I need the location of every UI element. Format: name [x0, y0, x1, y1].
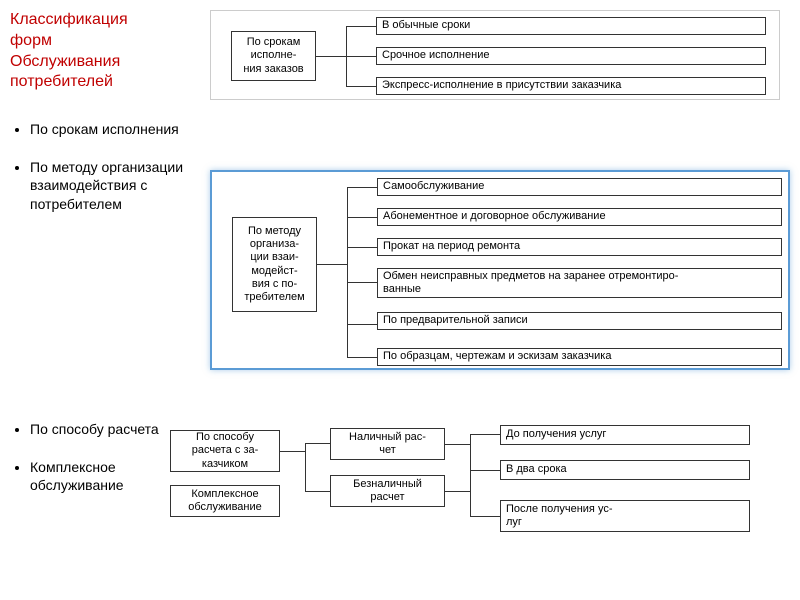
bullets-bottom: По способу расчета Комплексное обслужива…	[10, 420, 160, 515]
d1-child: Экспресс-исполнение в присутствии заказч…	[376, 77, 766, 95]
d3-right: До получения услуг	[500, 425, 750, 445]
connector	[445, 444, 470, 445]
connector	[445, 491, 470, 492]
d2-child: Прокат на период ремонта	[377, 238, 782, 256]
diagram-2: По методу организа-ции взаи-модейст-вия …	[210, 170, 790, 370]
d1-child: Срочное исполнение	[376, 47, 766, 65]
connector	[347, 282, 377, 283]
bullet-item: По методу организации взаимодействия с п…	[30, 158, 200, 213]
title-line3: Обслуживания	[10, 53, 120, 70]
connector	[470, 434, 471, 516]
connector	[346, 86, 376, 87]
title-line2: форм	[10, 32, 52, 49]
d2-root: По методу организа-ции взаи-модейст-вия …	[232, 217, 317, 312]
d2-child: Обмен неисправных предметов на заранее о…	[377, 268, 782, 298]
connector	[280, 451, 305, 452]
d2-child: Самообслуживание	[377, 178, 782, 196]
bullet-item: По срокам исполнения	[30, 120, 200, 138]
bullet-item: Комплексное обслуживание	[30, 458, 160, 494]
d2-child: По образцам, чертежам и эскизам заказчик…	[377, 348, 782, 366]
connector	[347, 357, 377, 358]
bullet-item: По способу расчета	[30, 420, 160, 438]
connector	[347, 324, 377, 325]
connector	[470, 470, 500, 471]
d2-child: По предварительной записи	[377, 312, 782, 330]
d3-right: В два срока	[500, 460, 750, 480]
d1-child: В обычные сроки	[376, 17, 766, 35]
connector	[346, 26, 376, 27]
title-line1: Классификация	[10, 11, 128, 28]
connector	[347, 187, 377, 188]
page-title: Классификация форм Обслуживания потребит…	[10, 10, 190, 93]
connector	[305, 443, 330, 444]
d3-left1: По способу расчета с за-казчиком	[170, 430, 280, 472]
d3-right: После получения ус-луг	[500, 500, 750, 532]
bullets-top: По срокам исполнения По методу организац…	[10, 120, 200, 233]
connector	[305, 443, 306, 491]
d1-root: По срокам исполне-ния заказов	[231, 31, 316, 81]
connector	[317, 264, 347, 265]
diagram-1: По срокам исполне-ния заказов В обычные …	[210, 10, 780, 100]
connector	[470, 516, 500, 517]
connector	[470, 434, 500, 435]
d3-left2: Комплексное обслуживание	[170, 485, 280, 517]
connector	[305, 491, 330, 492]
d3-mid1: Наличный рас-чет	[330, 428, 445, 460]
diagram-3: По способу расчета с за-казчиком Комплек…	[160, 420, 780, 540]
d2-child: Абонементное и договорное обслуживание	[377, 208, 782, 226]
connector	[316, 56, 346, 57]
connector	[346, 56, 376, 57]
connector	[347, 217, 377, 218]
title-line4: потребителей	[10, 73, 113, 90]
d3-mid2: Безналичный расчет	[330, 475, 445, 507]
connector	[347, 187, 348, 357]
connector	[347, 247, 377, 248]
